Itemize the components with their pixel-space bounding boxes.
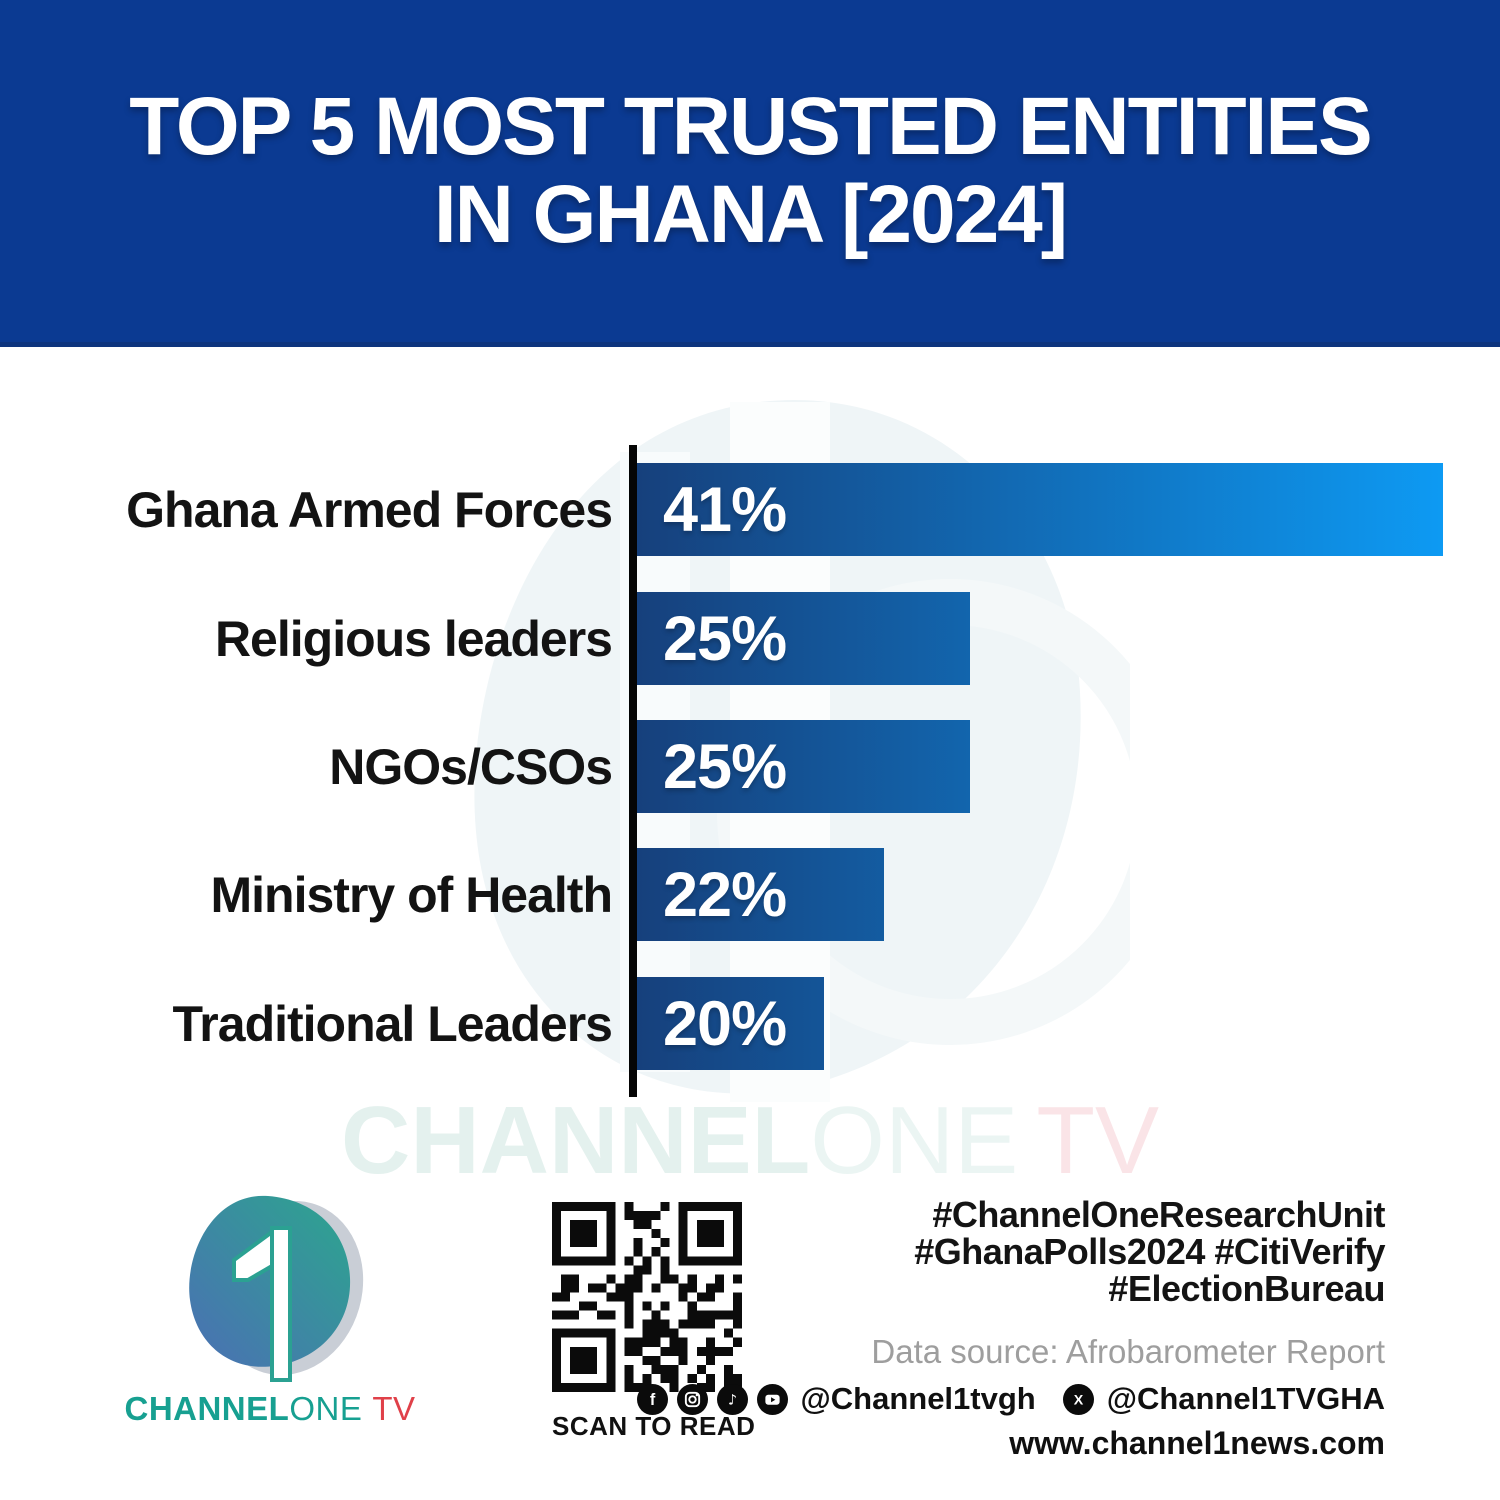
chart-row: Religious leaders 25% — [0, 592, 1500, 685]
brand-one: ONE — [289, 1390, 363, 1427]
category-label: Ministry of Health — [210, 866, 613, 923]
channel-one-logo-icon — [189, 1195, 364, 1382]
value-label: 20% — [663, 988, 787, 1059]
hashtag-line1: #ChannelOneResearchUnit — [932, 1194, 1385, 1235]
logo-wordmark: CHANNELONE TV — [120, 1390, 420, 1428]
instagram-icon — [676, 1383, 708, 1415]
website-url: www.channel1news.com — [1009, 1425, 1385, 1461]
qr-block: SCAN TO READ — [552, 1202, 756, 1442]
chart-row: Ministry of Health 22% — [0, 848, 1500, 941]
chart-axis-line — [629, 445, 637, 1097]
x-twitter-icon: X — [1062, 1383, 1094, 1415]
bar-ministry-of-health: 22% — [637, 848, 884, 941]
bar-religious-leaders: 25% — [637, 592, 970, 685]
category-label: Ghana Armed Forces — [126, 481, 613, 538]
watermark-channel: CHANNEL — [340, 1087, 811, 1194]
chart-row: NGOs/CSOs 25% — [0, 720, 1500, 813]
logo-one-flag — [232, 1228, 274, 1282]
watermark-tv: TV — [1036, 1087, 1159, 1194]
channel-one-logo: CHANNELONE TV — [120, 1188, 420, 1428]
bar-traditional-leaders: 20% — [637, 977, 824, 1070]
value-label: 25% — [663, 603, 787, 674]
page-title-line2: IN GHANA [2024] — [433, 169, 1068, 260]
social-handle-x: @Channel1TVGHA — [1106, 1381, 1385, 1416]
footer-info-column: #ChannelOneResearchUnit #GhanaPolls2024 … — [636, 1196, 1386, 1462]
social-handle-main: @Channel1tvgh — [800, 1381, 1036, 1416]
brand-tv: TV — [372, 1390, 416, 1427]
facebook-icon: f — [636, 1383, 668, 1415]
hashtag-line2: #GhanaPolls2024 #CitiVerify — [914, 1231, 1385, 1272]
value-label: 25% — [663, 731, 787, 802]
category-label: Traditional Leaders — [172, 995, 613, 1052]
header-banner: TOP 5 MOST TRUSTED ENTITIES IN GHANA [20… — [0, 0, 1500, 347]
category-label: Religious leaders — [214, 610, 613, 667]
watermark-text: CHANNELONE TV — [0, 1086, 1500, 1196]
bar-ngos-csos: 25% — [637, 720, 970, 813]
hashtag-line3: #ElectionBureau — [1108, 1268, 1385, 1309]
watermark-one: ONE — [810, 1087, 1019, 1194]
social-row: f ♪ @Channel1tvgh X — [636, 1381, 1385, 1417]
qr-code — [552, 1202, 742, 1392]
svg-text:X: X — [1073, 1392, 1083, 1408]
chart-row: Traditional Leaders 20% — [0, 977, 1500, 1070]
qr-caption: SCAN TO READ — [552, 1411, 756, 1441]
tiktok-icon: ♪ — [716, 1383, 748, 1415]
value-label: 41% — [663, 474, 787, 545]
page-title-line1: TOP 5 MOST TRUSTED ENTITIES — [129, 81, 1372, 172]
chart-row: Ghana Armed Forces 41% — [0, 463, 1500, 556]
category-label: NGOs/CSOs — [329, 738, 613, 795]
logo-pebble-shape — [189, 1195, 351, 1367]
youtube-icon — [756, 1383, 788, 1415]
hashtags: #ChannelOneResearchUnit #GhanaPolls2024 … — [665, 1196, 1385, 1307]
logo-one-stem — [270, 1226, 292, 1382]
brand-channel: CHANNEL — [124, 1390, 290, 1427]
svg-text:♪: ♪ — [727, 1392, 736, 1408]
svg-text:f: f — [649, 1391, 655, 1409]
data-source: Data source: Afrobarometer Report — [871, 1333, 1385, 1370]
value-label: 22% — [663, 859, 787, 930]
bar-ghana-armed-forces: 41% — [637, 463, 1443, 556]
